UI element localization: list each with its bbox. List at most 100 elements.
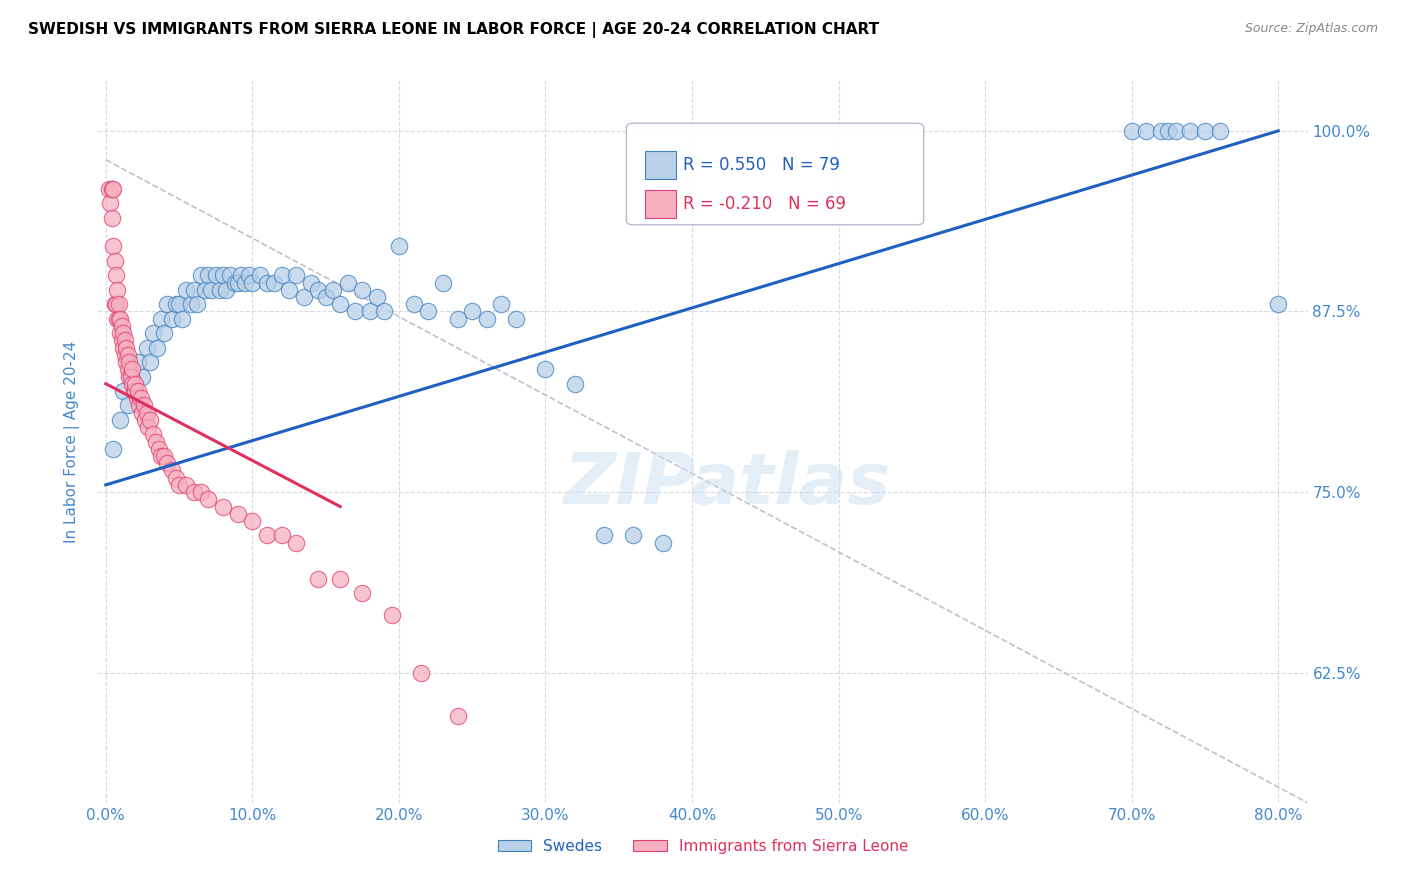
Point xyxy=(98,196,121,211)
Point xyxy=(180,297,202,311)
Point xyxy=(190,485,212,500)
Point xyxy=(101,182,124,196)
Point xyxy=(111,318,134,333)
Point xyxy=(127,355,149,369)
Point xyxy=(534,362,557,376)
Point xyxy=(118,355,141,369)
Point xyxy=(329,297,352,311)
Point xyxy=(343,304,366,318)
Point xyxy=(285,535,308,549)
Point xyxy=(122,384,145,398)
Point xyxy=(103,253,125,268)
Text: Source: ZipAtlas.com: Source: ZipAtlas.com xyxy=(1244,22,1378,36)
Point xyxy=(270,528,292,542)
Point xyxy=(373,304,395,318)
Point xyxy=(148,442,170,456)
Text: R = 0.550   N = 79: R = 0.550 N = 79 xyxy=(683,156,839,174)
Point xyxy=(105,297,128,311)
Point xyxy=(120,369,142,384)
Point xyxy=(263,276,285,290)
Point xyxy=(491,297,513,311)
Point xyxy=(190,268,212,283)
Point xyxy=(117,399,139,413)
Point xyxy=(167,478,190,492)
Point xyxy=(1180,124,1202,138)
Point xyxy=(409,665,432,680)
Point xyxy=(100,211,122,225)
Point xyxy=(167,297,190,311)
Point xyxy=(194,283,217,297)
Point xyxy=(1135,124,1157,138)
Point xyxy=(146,341,169,355)
Point xyxy=(240,514,263,528)
Point xyxy=(388,239,411,253)
Point xyxy=(336,276,359,290)
Text: ZIPatlas: ZIPatlas xyxy=(564,450,891,519)
Point xyxy=(352,283,374,297)
Point xyxy=(112,384,135,398)
Text: R = -0.210   N = 69: R = -0.210 N = 69 xyxy=(683,194,845,212)
Point xyxy=(156,456,179,470)
Point xyxy=(110,311,132,326)
Point xyxy=(160,311,183,326)
Point xyxy=(108,311,131,326)
Point xyxy=(212,500,235,514)
Point xyxy=(153,326,176,341)
Point xyxy=(651,535,673,549)
Point xyxy=(292,290,315,304)
Point xyxy=(329,572,352,586)
Point xyxy=(307,283,329,297)
Point xyxy=(101,239,124,253)
Point xyxy=(129,391,152,405)
Point xyxy=(315,290,337,304)
Point xyxy=(114,334,136,348)
Point xyxy=(107,311,129,326)
Point xyxy=(215,283,238,297)
Point xyxy=(209,283,232,297)
Point xyxy=(100,182,122,196)
Point xyxy=(135,406,157,420)
Point xyxy=(402,297,425,311)
Point xyxy=(110,413,132,427)
Point xyxy=(124,376,146,391)
Point xyxy=(132,399,155,413)
Point xyxy=(1157,124,1180,138)
Point xyxy=(1121,124,1143,138)
Point xyxy=(1150,124,1173,138)
Point xyxy=(256,528,278,542)
Point xyxy=(121,376,143,391)
Point xyxy=(564,376,586,391)
Point xyxy=(138,355,160,369)
Point xyxy=(380,607,402,622)
Point xyxy=(200,283,222,297)
Point xyxy=(131,369,153,384)
Point xyxy=(249,268,271,283)
Point xyxy=(446,311,468,326)
Point xyxy=(142,326,165,341)
Point xyxy=(1267,297,1289,311)
Point xyxy=(359,304,381,318)
Point xyxy=(112,341,135,355)
Point xyxy=(505,311,527,326)
Point xyxy=(270,268,292,283)
Point xyxy=(621,528,644,542)
Point xyxy=(138,413,160,427)
Point xyxy=(128,399,150,413)
Point xyxy=(186,297,208,311)
Y-axis label: In Labor Force | Age 20-24: In Labor Force | Age 20-24 xyxy=(63,341,80,542)
Point xyxy=(366,290,388,304)
Point xyxy=(110,326,132,341)
Point xyxy=(1194,124,1216,138)
Point xyxy=(176,478,198,492)
Point xyxy=(226,276,249,290)
Point xyxy=(224,276,246,290)
Point xyxy=(285,268,308,283)
Point xyxy=(183,283,205,297)
Point xyxy=(1164,124,1187,138)
Point xyxy=(238,268,260,283)
Point xyxy=(1208,124,1230,138)
Point xyxy=(461,304,484,318)
Point xyxy=(117,348,139,362)
Point xyxy=(121,369,143,384)
Point xyxy=(127,384,149,398)
